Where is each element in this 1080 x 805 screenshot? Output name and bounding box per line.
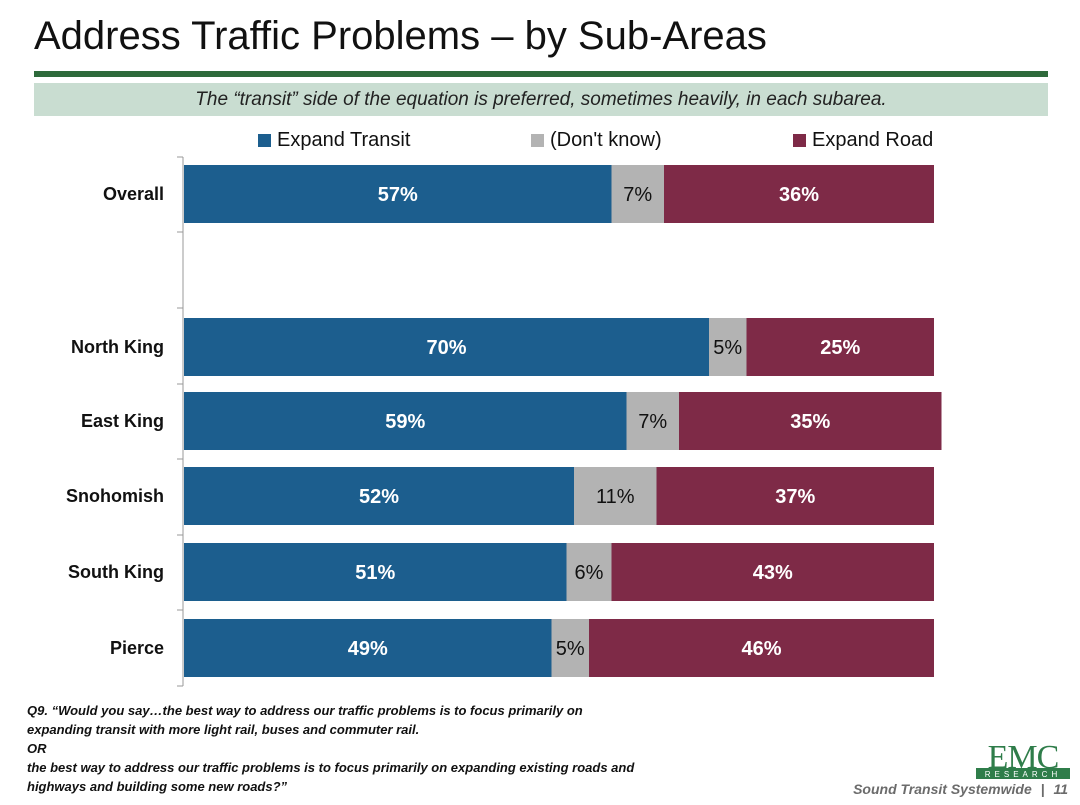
data-label: 43%: [753, 562, 793, 584]
category-label: Snohomish: [66, 486, 164, 506]
footnote-line: OR: [27, 741, 47, 756]
slide-footer: Sound Transit Systemwide | 11: [853, 781, 1068, 797]
data-label: 5%: [713, 337, 742, 359]
subtitle-band: The “transit” side of the equation is pr…: [34, 83, 1048, 116]
bar-segment: [611, 543, 934, 601]
data-label: 57%: [378, 184, 418, 206]
data-label: 52%: [359, 486, 399, 508]
title-rule: [34, 71, 1048, 77]
data-label: 11%: [596, 486, 635, 508]
stacked-bar-chart: Overall 57% 7% 36% North King 70% 5% 25% East Ki…: [66, 156, 942, 687]
category-label: Pierce: [110, 638, 164, 658]
data-label: 7%: [638, 411, 667, 433]
question-footnote: Q9. “Would you say…the best way to addre…: [27, 701, 727, 796]
legend-swatch-dont-know: [531, 134, 544, 147]
bar-segment: [626, 392, 679, 450]
bar-segment: [656, 467, 934, 525]
bar-segment: [566, 543, 612, 601]
bar-segment: [709, 318, 747, 376]
emc-research-logo: EMC RESEARCH: [976, 739, 1070, 779]
data-label: 25%: [820, 337, 860, 359]
logo-subtext: RESEARCH: [985, 770, 1061, 779]
bar-segment: [184, 165, 612, 223]
data-label: 37%: [775, 486, 815, 508]
bar-segment: [184, 543, 567, 601]
page-title: Address Traffic Problems – by Sub-Areas: [34, 14, 767, 58]
bar-segment: [589, 619, 934, 677]
bar-segment: [664, 165, 934, 223]
footer-separator: |: [1040, 781, 1045, 797]
bar-segment: [551, 619, 589, 677]
bar-segment: [746, 318, 934, 376]
bar-segment: [184, 392, 627, 450]
data-label: 49%: [348, 638, 388, 660]
subtitle: The “transit” side of the equation is pr…: [195, 88, 887, 110]
data-label: 6%: [575, 562, 604, 584]
footnote-line: highways and building some new roads?”: [27, 779, 288, 794]
data-label: 36%: [779, 184, 819, 206]
footnote-line: Q9. “Would you say…the best way to addre…: [27, 703, 583, 718]
data-label: 46%: [741, 638, 781, 660]
legend-swatch-expand-transit: [258, 134, 271, 147]
chart-legend: Expand Transit (Don't know) Expand Road: [0, 129, 1080, 157]
category-label: South King: [68, 562, 164, 582]
data-label: 7%: [623, 184, 652, 206]
bar-segment: [184, 619, 552, 677]
bar-segment: [184, 318, 709, 376]
bar-segment: [574, 467, 657, 525]
page-number: 11: [1053, 781, 1068, 797]
legend-label-dont-know: (Don't know): [550, 129, 662, 151]
data-label: 35%: [790, 411, 830, 433]
data-label: 51%: [355, 562, 395, 584]
bar-segment: [184, 467, 574, 525]
legend-item-dont-know: (Don't know): [531, 129, 662, 152]
legend-label-expand-road: Expand Road: [812, 129, 934, 151]
data-label: 59%: [385, 411, 425, 433]
footnote-line: expanding transit with more light rail, …: [27, 722, 420, 737]
bar-segment: [679, 392, 942, 450]
bar-segment: [611, 165, 664, 223]
footer-label: Sound Transit Systemwide: [853, 781, 1032, 797]
category-label: Overall: [103, 184, 164, 204]
legend-swatch-expand-road: [793, 134, 806, 147]
legend-label-expand-transit: Expand Transit: [277, 129, 411, 151]
data-label: 70%: [426, 337, 466, 359]
category-label: East King: [81, 411, 164, 431]
footnote-line: the best way to address our traffic prob…: [27, 760, 635, 775]
data-label: 5%: [556, 638, 585, 660]
legend-item-expand-road: Expand Road: [793, 129, 933, 152]
category-label: North King: [71, 337, 164, 357]
legend-item-expand-transit: Expand Transit: [258, 129, 410, 152]
